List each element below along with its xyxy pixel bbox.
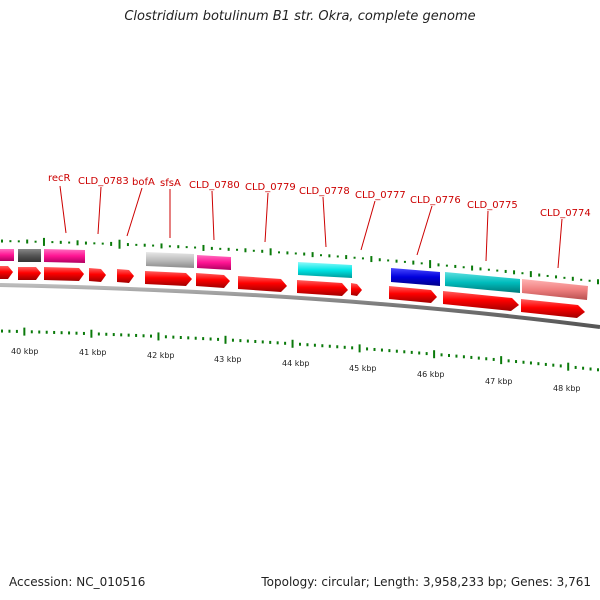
feature-box-lightgray — [146, 252, 194, 268]
leader-line — [264, 192, 269, 243]
gene-label-cld-0778: CLD_0778 — [299, 186, 350, 197]
cds-arrow — [238, 276, 287, 292]
leader-line — [360, 200, 376, 251]
gene-label-cld-0777: CLD_0777 — [355, 190, 406, 201]
feature-box-cyan — [298, 262, 352, 278]
cds-arrow — [521, 299, 585, 318]
kbp-label: 45 kbp — [349, 364, 377, 373]
cds-arrow — [117, 269, 134, 283]
feature-box-magenta-2 — [44, 249, 85, 263]
leader-line — [485, 210, 489, 262]
kbp-label: 40 kbp — [11, 347, 39, 356]
genome-summary-text: Topology: circular; Length: 3,958,233 bp… — [261, 575, 591, 589]
cds-arrow — [0, 266, 13, 279]
leader-line — [59, 185, 67, 234]
cds-arrow — [44, 267, 84, 281]
kbp-labels: 40 kbp 41 kbp 42 kbp 43 kbp 44 kbp 45 kb… — [11, 347, 581, 393]
feature-box-darkgray — [18, 249, 41, 262]
gene-labels: recR CLD_0783 bofA sfsA CLD_0780 CLD_077… — [48, 173, 591, 219]
gene-label-cld-0783: CLD_0783 — [78, 176, 129, 187]
kbp-label: 43 kbp — [214, 355, 242, 364]
kbp-label: 47 kbp — [485, 377, 513, 386]
cds-arrow — [18, 267, 41, 280]
cds-arrow — [145, 271, 192, 286]
gene-label-cld-0775: CLD_0775 — [467, 200, 518, 211]
kbp-label: 44 kbp — [282, 359, 310, 368]
cds-arrow — [351, 283, 362, 296]
cds-track — [0, 266, 585, 318]
leader-line — [211, 190, 215, 241]
cds-arrow — [389, 286, 437, 303]
feature-track — [0, 249, 588, 300]
leader-line — [126, 187, 143, 237]
leader-line — [557, 218, 563, 269]
cds-arrow — [89, 268, 106, 282]
gene-label-cld-0780: CLD_0780 — [189, 180, 240, 191]
gene-label-sfsa: sfsA — [160, 178, 181, 189]
feature-box-teal — [445, 272, 520, 293]
gc-content-ticks — [1, 237, 599, 285]
leader-line — [416, 205, 433, 256]
kbp-label: 48 kbp — [553, 384, 581, 393]
kbp-label: 46 kbp — [417, 370, 445, 379]
gene-label-cld-0776: CLD_0776 — [410, 195, 461, 206]
cds-arrow — [196, 273, 230, 288]
leader-line — [97, 186, 102, 235]
cds-arrow — [443, 291, 519, 311]
feature-box-salmon — [522, 279, 588, 300]
ruler-ticks — [1, 327, 599, 372]
kbp-label: 41 kbp — [79, 348, 107, 357]
feature-box-magenta-3 — [197, 255, 231, 270]
accession-text: Accession: NC_010516 — [9, 575, 146, 589]
feature-box-blue — [391, 268, 440, 286]
gene-label-cld-0774: CLD_0774 — [540, 208, 591, 219]
gene-label-cld-0779: CLD_0779 — [245, 182, 296, 193]
gene-label-bofa: bofA — [132, 177, 155, 188]
map-title: Clostridium botulinum B1 str. Okra, comp… — [124, 9, 476, 24]
feature-box-magenta-1 — [0, 249, 14, 261]
cds-arrow — [297, 280, 348, 296]
kbp-label: 42 kbp — [147, 351, 175, 360]
gene-label-recr: recR — [48, 173, 71, 184]
leader-line — [322, 196, 327, 248]
label-leaders — [59, 185, 563, 269]
genome-backbone — [0, 283, 600, 329]
